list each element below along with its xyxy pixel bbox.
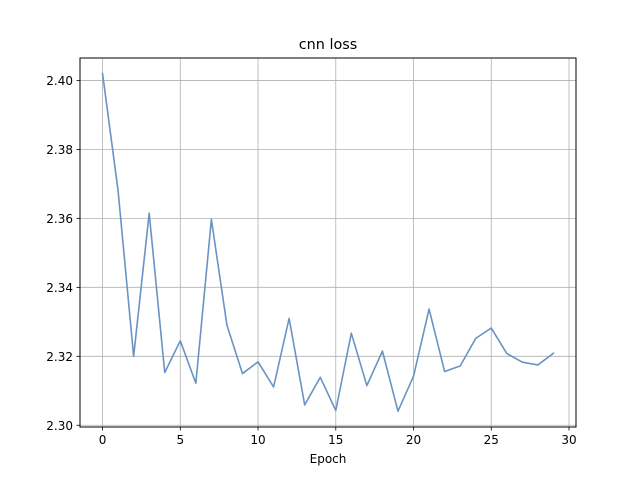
x-tick-label: 0: [99, 433, 107, 447]
chart-title: cnn loss: [299, 37, 358, 53]
y-tick-label: 2.34: [46, 281, 73, 295]
y-tick-label: 2.32: [46, 350, 73, 364]
y-tick-label: 2.40: [46, 74, 73, 88]
y-tick-label: 2.36: [46, 212, 73, 226]
x-axis-label: Epoch: [310, 452, 347, 466]
x-tick-label: 30: [561, 433, 576, 447]
x-tick-label: 15: [328, 433, 343, 447]
x-tick-label: 25: [484, 433, 499, 447]
loss-series-line: [101, 72, 555, 412]
y-tick-label: 2.30: [46, 419, 73, 433]
plot-frame: [79, 57, 577, 428]
grid: [80, 58, 576, 427]
x-tick-label: 20: [406, 433, 421, 447]
x-axis-ticks: 0 5 10 15 20 25 30: [99, 427, 577, 447]
x-tick-label: 10: [250, 433, 265, 447]
series-group: [101, 72, 555, 412]
y-axis-ticks: 2.30 2.32 2.34 2.36 2.38 2.40: [46, 74, 80, 433]
x-tick-label: 5: [176, 433, 184, 447]
y-tick-label: 2.38: [46, 143, 73, 157]
